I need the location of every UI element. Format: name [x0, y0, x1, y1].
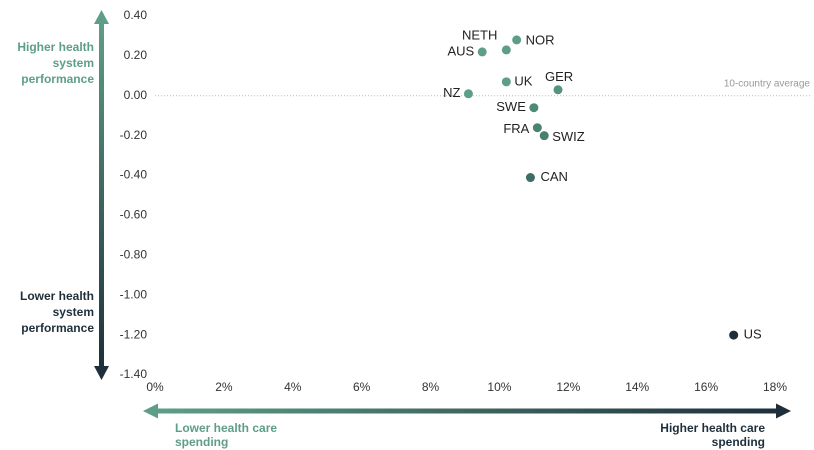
point [532, 123, 542, 133]
x-tick-label: 4% [284, 380, 302, 394]
x-tick-label: 12% [556, 380, 580, 394]
y-tick-label: -0.60 [120, 208, 148, 222]
point-label: SWE [496, 99, 526, 114]
point-label: CAN [540, 169, 567, 184]
point [501, 45, 511, 55]
point-label: NETH [462, 27, 497, 42]
point-label: FRA [503, 121, 529, 136]
y-tick-label: -1.20 [120, 327, 148, 341]
point-label: NZ [443, 85, 460, 100]
x-tick-label: 14% [625, 380, 649, 394]
point-label: AUS [447, 43, 474, 58]
y-tick-label: -0.80 [120, 248, 148, 262]
x-arrow-shaft [156, 408, 778, 414]
x-arrow-head-right [776, 403, 791, 419]
x-tick-label: 2% [215, 380, 233, 394]
point [729, 330, 739, 340]
y-tick-label: 0.20 [124, 48, 148, 62]
point-label: SWIZ [552, 129, 585, 144]
point [553, 85, 563, 95]
x-left-label: Lower health care spending [175, 421, 278, 449]
point-label: GER [545, 69, 573, 84]
annotation: 10-country average [724, 79, 811, 90]
x-tick-label: 18% [763, 380, 787, 394]
point [512, 35, 522, 45]
point-label: UK [514, 73, 532, 88]
point [525, 173, 535, 183]
y-tick-label: 0.40 [124, 8, 148, 22]
y-tick-label: -0.20 [120, 128, 148, 142]
y-arrow-head-down [94, 366, 109, 380]
y-top-label: Higher health system performance [17, 40, 94, 86]
point [477, 47, 487, 57]
y-tick-label: -1.00 [120, 287, 148, 301]
x-tick-label: 16% [694, 380, 718, 394]
point [529, 103, 539, 113]
y-arrow-shaft [99, 22, 104, 368]
y-tick-label: -1.40 [120, 367, 148, 381]
y-arrow-head-up [94, 10, 109, 24]
x-right-label: Higher health care spending [660, 421, 765, 449]
point [539, 131, 549, 141]
y-tick-label: 0.00 [124, 88, 148, 102]
point [501, 77, 511, 87]
x-tick-label: 10% [487, 380, 511, 394]
point-label: NOR [526, 32, 555, 47]
x-tick-label: 8% [422, 380, 440, 394]
point [463, 89, 473, 99]
point-label: US [744, 327, 762, 342]
x-tick-label: 6% [353, 380, 371, 394]
x-tick-label: 0% [146, 380, 164, 394]
y-tick-label: -0.40 [120, 168, 148, 182]
x-arrow-head-left [143, 403, 158, 419]
y-bottom-label: Lower health system performance [19, 289, 94, 335]
